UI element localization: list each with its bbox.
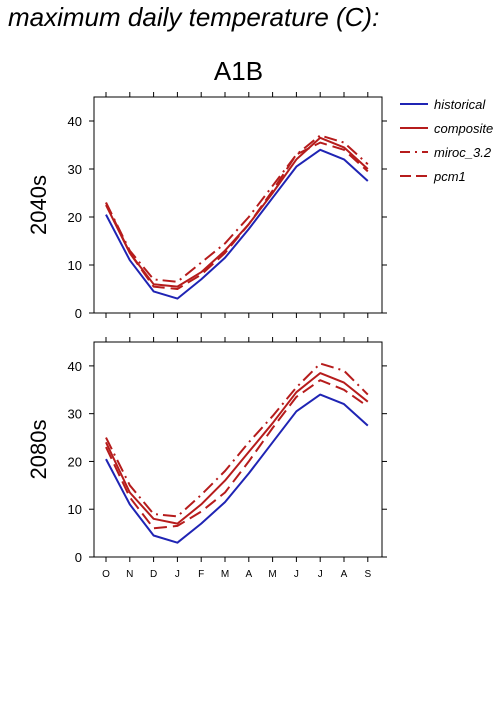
series-line-composite: [105, 136, 369, 288]
y-tick-label: 10: [68, 502, 82, 517]
series-line-historical: [105, 393, 369, 544]
series-line-historical: [105, 148, 369, 300]
x-tick-label: A: [245, 569, 252, 580]
y-tick-label: 0: [75, 306, 82, 321]
x-tick-label: A: [341, 569, 348, 580]
y-tick-label: 20: [68, 454, 82, 469]
y-tick-label: 30: [68, 407, 82, 422]
x-tick-label: M: [221, 569, 229, 580]
legend-label: miroc_3.2: [434, 145, 492, 160]
legend-label: composite: [434, 121, 493, 136]
y-tick-label: 10: [68, 258, 82, 273]
panel-label: 2040s: [26, 175, 51, 235]
series-line-miroc_3.2: [105, 362, 369, 518]
series-line-pcm1: [105, 141, 369, 290]
x-tick-label: S: [364, 569, 371, 580]
scenario-title: A1B: [213, 56, 264, 86]
x-tick-label: J: [175, 569, 180, 580]
x-tick-label: F: [198, 569, 204, 580]
y-tick-label: 0: [75, 550, 82, 565]
chart-panel-2080s: 0 10 20 30 40 O N D J F M A M J J A S 2080s: [26, 337, 387, 580]
legend-label: pcm1: [433, 169, 466, 184]
y-tick-label: 20: [68, 210, 82, 225]
x-tick-label: J: [294, 569, 299, 580]
x-tick-label: D: [150, 569, 157, 580]
x-tick-label: J: [318, 569, 323, 580]
chart-panel-2040s: 0 10 20 30 40 2040s: [26, 92, 387, 321]
series-line-miroc_3.2: [105, 134, 369, 283]
panel-label: 2080s: [26, 420, 51, 480]
plot-frame: [93, 341, 383, 558]
x-tick-label: N: [126, 569, 133, 580]
y-tick-label: 40: [68, 359, 82, 374]
x-tick-label: M: [268, 569, 276, 580]
x-tick-label: O: [102, 569, 110, 580]
series-line-pcm1: [105, 379, 369, 530]
plot-frame: [93, 96, 383, 314]
legend: historical composite miroc_3.2 pcm1: [400, 97, 493, 184]
series-line-composite: [105, 372, 369, 525]
y-tick-label: 40: [68, 114, 82, 129]
legend-label: historical: [434, 97, 486, 112]
y-tick-label: 30: [68, 162, 82, 177]
page-title: maximum daily temperature (C):: [8, 2, 380, 32]
